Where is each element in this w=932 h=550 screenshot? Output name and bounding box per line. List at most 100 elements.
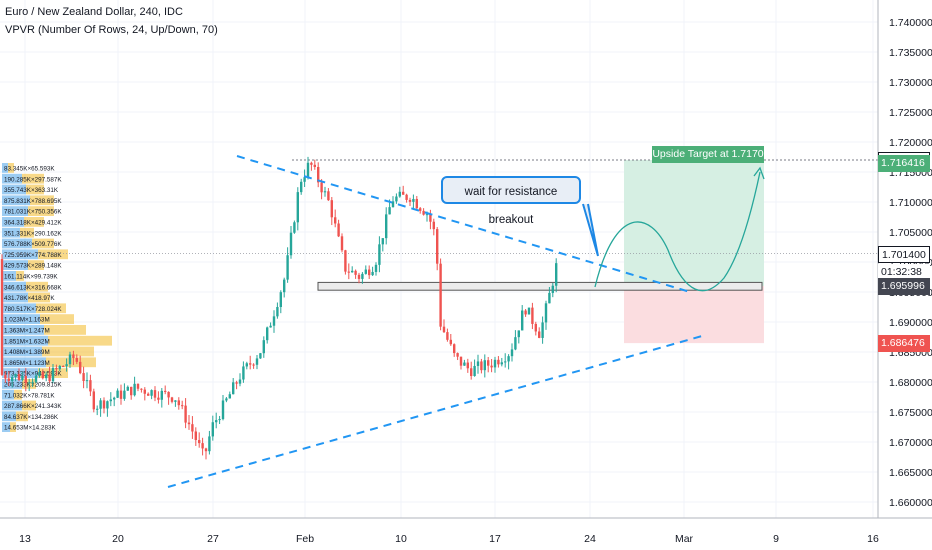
- candle-body: [300, 181, 303, 193]
- candle-body: [221, 400, 225, 420]
- volume-row-label: 71.032K×78.781K: [4, 392, 55, 399]
- candle-body: [507, 356, 510, 362]
- candle-body: [391, 201, 395, 208]
- candle-body: [357, 274, 361, 279]
- candle-body: [62, 366, 65, 368]
- volume-bar-up: [2, 184, 26, 195]
- candle-body: [7, 378, 10, 382]
- volume-bar-up: [2, 335, 48, 346]
- candle-body: [555, 263, 558, 286]
- candle-body: [405, 194, 408, 200]
- candle-body: [463, 362, 466, 366]
- chart-title: Euro / New Zealand Dollar, 240, IDC: [5, 6, 183, 18]
- candle-body: [191, 424, 194, 432]
- candle-body: [497, 359, 500, 365]
- candle-body: [167, 391, 170, 398]
- volume-bar-down: [40, 314, 74, 324]
- candle-body: [215, 420, 218, 423]
- candle-body: [204, 448, 208, 452]
- candle-body: [238, 379, 242, 384]
- candle-body: [283, 279, 286, 293]
- volume-bar-up: [2, 260, 28, 270]
- candle-body: [181, 405, 184, 407]
- candle-body: [38, 372, 41, 376]
- candle-body: [408, 199, 412, 202]
- forecast-arrow-icon: [753, 166, 765, 180]
- volume-row-label: 355.743K×363.31K: [4, 187, 59, 194]
- candle-body: [99, 400, 102, 409]
- candle-body: [303, 177, 306, 182]
- candle-body: [14, 374, 17, 377]
- volume-bar-up: [2, 346, 42, 357]
- candle-body: [371, 271, 374, 276]
- upside-target-label[interactable]: Upside Target at 1.7170: [652, 146, 764, 163]
- volume-bar-down: [48, 335, 112, 346]
- candle-body: [425, 214, 429, 216]
- candle-body: [347, 271, 350, 273]
- candle-body: [164, 390, 167, 392]
- candle-body: [266, 327, 269, 341]
- candle-body: [470, 368, 473, 377]
- candle-body: [514, 337, 517, 350]
- volume-bar-down: [10, 422, 16, 432]
- candle-body: [340, 236, 344, 251]
- candle-body: [232, 382, 235, 395]
- volume-row-label: 161.114K×99.739K: [4, 274, 58, 281]
- candle-body: [170, 397, 174, 402]
- candle-body: [133, 383, 136, 396]
- candle-body: [378, 244, 381, 265]
- candle-body: [422, 210, 425, 215]
- candle-body: [211, 422, 214, 437]
- candle-body: [544, 303, 548, 323]
- volume-bar-down: [38, 249, 68, 260]
- candle-body: [476, 361, 480, 366]
- indicator-legend[interactable]: VPVR (Number Of Rows, 24, Up/Down, 70): [5, 24, 218, 36]
- candle-body: [306, 162, 310, 178]
- candle-body: [521, 310, 524, 331]
- volume-bar-down: [30, 195, 54, 206]
- volume-row-label: 1.023M×1.163M: [4, 317, 50, 324]
- volume-bar-up: [2, 217, 24, 227]
- candle-body: [201, 443, 204, 449]
- candle-body: [31, 381, 34, 383]
- time-tick-label: 16: [867, 533, 879, 545]
- volume-bar-up: [2, 206, 28, 216]
- candle-body: [436, 229, 439, 264]
- volume-bar-down: [28, 206, 54, 216]
- candle-body: [17, 374, 21, 380]
- candle-body: [317, 166, 320, 183]
- candle-body: [174, 400, 177, 402]
- candle-body: [41, 372, 44, 379]
- price-tick-label: 1.720000: [889, 137, 932, 149]
- time-tick-label: 20: [112, 533, 124, 545]
- time-tick-label: 24: [584, 533, 596, 545]
- resistance-breakout-callout[interactable]: wait for resistance breakout: [441, 176, 581, 226]
- price-axis-label: 1.686476: [878, 335, 930, 353]
- candle-body: [225, 398, 228, 401]
- candle-body: [531, 307, 534, 324]
- volume-row-label: 205.233K×209.815K: [4, 382, 62, 389]
- volume-bar-up: [2, 281, 26, 292]
- volume-bar-down: [36, 303, 66, 314]
- candle-body: [249, 363, 252, 365]
- callout-pointer: [582, 203, 599, 257]
- candle-body: [429, 214, 432, 222]
- volume-row-label: 14.653M×14.283K: [4, 425, 56, 432]
- price-tick-label: 1.670000: [889, 437, 932, 449]
- volume-bar-down: [8, 163, 14, 173]
- volume-row-label: 780.517K×728.024K: [4, 306, 62, 313]
- volume-bar-down: [28, 260, 44, 270]
- volume-bar-up: [2, 368, 38, 378]
- time-axis[interactable]: 13 20 27 Feb 10 17 24 Mar 9 16: [0, 517, 932, 550]
- volume-bar-up: [2, 314, 40, 324]
- candle-body: [330, 200, 333, 218]
- candle-body: [449, 339, 452, 345]
- candle-body: [354, 270, 357, 275]
- candle-body: [327, 191, 330, 201]
- volume-bar-down: [22, 400, 36, 411]
- position-zones: [0, 159, 878, 344]
- candle-body: [11, 376, 14, 382]
- price-tick-label: 1.725000: [889, 107, 932, 119]
- price-axis-label: 1.701400: [878, 245, 930, 263]
